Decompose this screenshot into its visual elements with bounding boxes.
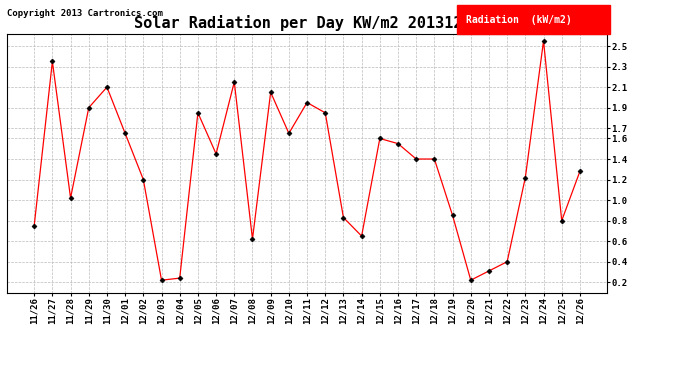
FancyBboxPatch shape xyxy=(457,5,610,34)
Text: Copyright 2013 Cartronics.com: Copyright 2013 Cartronics.com xyxy=(7,9,163,18)
Text: Radiation  (kW/m2): Radiation (kW/m2) xyxy=(466,15,572,24)
Title: Solar Radiation per Day KW/m2 20131226: Solar Radiation per Day KW/m2 20131226 xyxy=(134,15,480,31)
